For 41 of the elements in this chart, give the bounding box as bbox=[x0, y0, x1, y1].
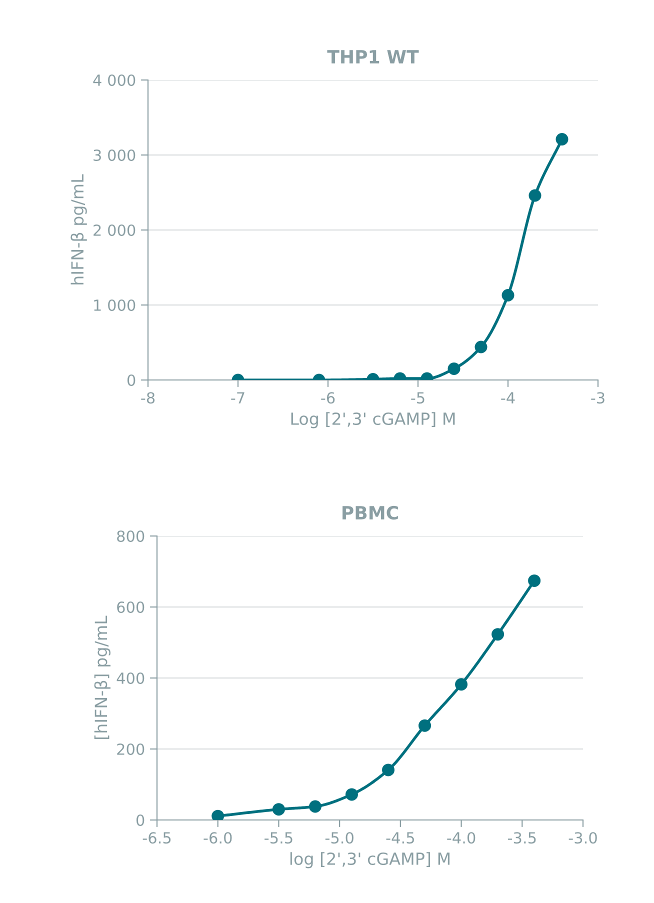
point bbox=[272, 803, 285, 816]
chart-title: PBMC bbox=[342, 506, 398, 520]
y-tick-label: 600 bbox=[117, 601, 144, 614]
y-tick-label: 2 000 bbox=[94, 224, 136, 236]
point bbox=[308, 800, 322, 813]
x-tick-label: -6 bbox=[321, 392, 335, 404]
x-axis-title: Log [2',3' cGAMP] M bbox=[291, 412, 455, 428]
point bbox=[556, 133, 568, 146]
y-tick-label: 4 000 bbox=[93, 74, 136, 86]
x-tick-label: -3.0 bbox=[568, 832, 597, 844]
point bbox=[345, 788, 358, 801]
y-tick-label: 3 000 bbox=[94, 149, 136, 162]
x-tick-label: -7 bbox=[231, 392, 244, 404]
y-tick-label: 800 bbox=[117, 530, 144, 542]
point bbox=[455, 678, 468, 691]
x-tick-label: -4.5 bbox=[386, 832, 414, 844]
x-tick-label: -6.0 bbox=[204, 832, 232, 844]
y-tick-label: 400 bbox=[116, 672, 144, 684]
x-tick-label: -8 bbox=[141, 392, 155, 404]
y-axis-title: [hIFN-β] pg/mL bbox=[94, 616, 110, 739]
y-tick-label: 0 bbox=[127, 374, 136, 386]
point bbox=[528, 574, 541, 587]
x-tick-label: -5.0 bbox=[325, 832, 354, 844]
x-tick-label: -4.0 bbox=[447, 832, 476, 844]
y-tick-label: 1 000 bbox=[94, 299, 136, 312]
x-tick-label: -3.5 bbox=[508, 832, 536, 844]
x-tick-label: -4 bbox=[501, 392, 515, 404]
point bbox=[528, 189, 542, 202]
chart-title: THP1 WT bbox=[327, 50, 419, 64]
y-tick-label: 0 bbox=[136, 814, 144, 826]
x-tick-label: -5.5 bbox=[264, 832, 292, 844]
point bbox=[492, 628, 504, 641]
x-tick-label: -5 bbox=[411, 392, 424, 404]
x-tick-label: -3 bbox=[591, 392, 604, 404]
y-axis-title: hIFN-β pg/mL bbox=[70, 174, 87, 284]
x-axis-title: log [2',3' cGAMP] M bbox=[290, 852, 450, 868]
x-tick-label: -6.5 bbox=[142, 832, 171, 844]
y-tick-label: 200 bbox=[117, 743, 144, 756]
point bbox=[418, 719, 432, 732]
point bbox=[382, 764, 395, 776]
point bbox=[212, 810, 224, 820]
